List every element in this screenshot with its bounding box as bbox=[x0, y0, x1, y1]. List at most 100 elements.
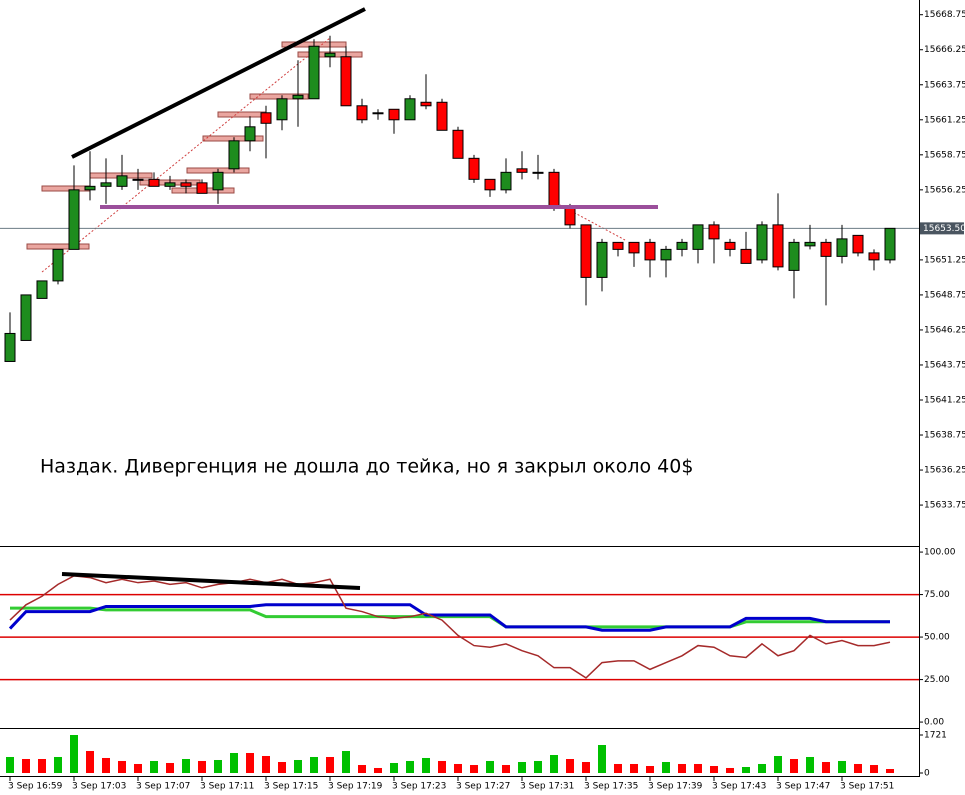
volume-bar bbox=[822, 762, 830, 773]
candle-body bbox=[20, 294, 32, 341]
candle-body bbox=[180, 182, 192, 187]
volume-bar bbox=[406, 760, 414, 773]
y-tick-label: 15661.25 bbox=[924, 115, 965, 125]
annotation: Наздак. Дивергенция не дошла до тейка, н… bbox=[40, 456, 693, 478]
candle-body bbox=[196, 182, 208, 194]
volume-bar bbox=[742, 766, 750, 773]
volume-bar bbox=[70, 735, 78, 773]
trade-marker bbox=[41, 185, 91, 192]
y-tick-label: 15633.75 bbox=[924, 501, 965, 511]
candle-body bbox=[516, 168, 528, 173]
candle-body bbox=[164, 182, 176, 187]
volume-bar bbox=[294, 759, 302, 773]
y-tick-label: 15646.25 bbox=[924, 325, 965, 335]
volume-bar bbox=[422, 757, 430, 773]
indicator-line bbox=[10, 606, 890, 629]
volume-bar bbox=[310, 756, 318, 773]
volume-bar bbox=[118, 760, 126, 773]
volume-bar bbox=[518, 762, 526, 773]
candle-body bbox=[388, 108, 400, 121]
volume-bar bbox=[454, 763, 462, 773]
candle-body bbox=[372, 112, 384, 115]
candle-body bbox=[628, 241, 640, 254]
y-tick-label: 0.00 bbox=[924, 718, 944, 728]
y-tick-label: 15656.25 bbox=[924, 185, 965, 195]
volume-bar bbox=[534, 760, 542, 773]
volume-bar bbox=[6, 756, 14, 773]
candle-body bbox=[660, 248, 672, 261]
volume-bar bbox=[550, 755, 558, 773]
volume-bar bbox=[614, 763, 622, 773]
volume-bar bbox=[358, 765, 366, 773]
candle-body bbox=[500, 171, 512, 191]
y-tick-label: 15666.25 bbox=[924, 45, 965, 55]
candle-body bbox=[548, 171, 560, 208]
x-tick-label: 3 Sep 17:47 bbox=[776, 782, 830, 792]
last-price-label: 15653.50 bbox=[923, 224, 965, 234]
volume-bar bbox=[214, 759, 222, 773]
candle-body bbox=[804, 241, 816, 247]
candle-body bbox=[132, 178, 144, 181]
x-tick-label: 3 Sep 17:19 bbox=[328, 782, 383, 792]
candle-body bbox=[852, 234, 864, 254]
x-tick-label: 3 Sep 17:07 bbox=[136, 782, 190, 792]
y-tick-label: 50.00 bbox=[924, 633, 950, 643]
candle-body bbox=[228, 140, 240, 170]
volume-bar bbox=[134, 763, 142, 773]
y-tick-label: 15668.75 bbox=[924, 10, 965, 20]
oscillator-panel: 100.00 75.00 50.00 25.00 0.00 bbox=[0, 548, 956, 728]
volume-bar bbox=[262, 755, 270, 773]
candle-body bbox=[324, 52, 336, 58]
volume-bar bbox=[278, 762, 286, 773]
x-tick-label: 3 Sep 16:59 bbox=[8, 782, 63, 792]
volume-bar bbox=[598, 745, 606, 773]
volume-bar bbox=[694, 763, 702, 773]
volume-bar bbox=[246, 752, 254, 773]
volume-bar bbox=[582, 762, 590, 773]
candle-body bbox=[708, 224, 720, 240]
volume-bar bbox=[438, 760, 446, 773]
volume-bar bbox=[646, 766, 654, 773]
y-tick-label: 15636.25 bbox=[924, 466, 965, 476]
candle-body bbox=[36, 280, 48, 299]
candle-body bbox=[212, 171, 224, 191]
x-tick-label: 3 Sep 17:27 bbox=[456, 782, 510, 792]
candle-body bbox=[84, 185, 96, 191]
x-tick-label: 3 Sep 17:31 bbox=[520, 782, 574, 792]
candle-body bbox=[116, 175, 128, 187]
x-tick-label: 3 Sep 17:23 bbox=[392, 782, 446, 792]
volume-bar bbox=[486, 760, 494, 773]
volume-bar bbox=[326, 756, 334, 773]
volume-panel: 1721 0 3 Sep 16:59 3 Sep 17:03 3 Sep 17:07 3 … bbox=[6, 731, 947, 792]
candle-body bbox=[468, 157, 480, 180]
volume-bar bbox=[758, 763, 766, 773]
y-tick-label: 15641.25 bbox=[924, 395, 965, 405]
y-tick-label: 0 bbox=[924, 769, 930, 779]
candle-body bbox=[100, 182, 112, 187]
y-tick-label: 15648.75 bbox=[924, 290, 965, 300]
indicator-line bbox=[8, 603, 890, 632]
volume-bar bbox=[630, 763, 638, 773]
y-tick-label: 15658.75 bbox=[924, 150, 965, 160]
volume-bar bbox=[502, 765, 510, 773]
last-price-box bbox=[920, 222, 964, 235]
volume-bar bbox=[182, 759, 190, 773]
drawings: Наздак. Дивергенция не дошла до тейка, н… bbox=[40, 7, 693, 590]
volume-bar bbox=[230, 752, 238, 773]
candle-body bbox=[884, 227, 896, 261]
volume-bar bbox=[102, 757, 110, 773]
volume-bar bbox=[726, 767, 734, 773]
candle-body bbox=[644, 241, 656, 261]
indicator-line bbox=[9, 575, 891, 679]
y-tick-label: 15663.75 bbox=[924, 80, 965, 90]
volume-bar bbox=[806, 756, 814, 773]
candle-body bbox=[740, 248, 752, 264]
volume-bar bbox=[38, 759, 46, 773]
candle-body bbox=[52, 248, 64, 282]
candle-body bbox=[868, 252, 880, 261]
candle-body bbox=[68, 189, 80, 250]
price-panel: 15668.75 15666.25 15663.75 15661.25 15658.75… bbox=[0, 10, 965, 511]
y-tick-label: 1721 bbox=[924, 731, 947, 741]
candle-body bbox=[244, 126, 256, 142]
volume-bar bbox=[470, 765, 478, 773]
